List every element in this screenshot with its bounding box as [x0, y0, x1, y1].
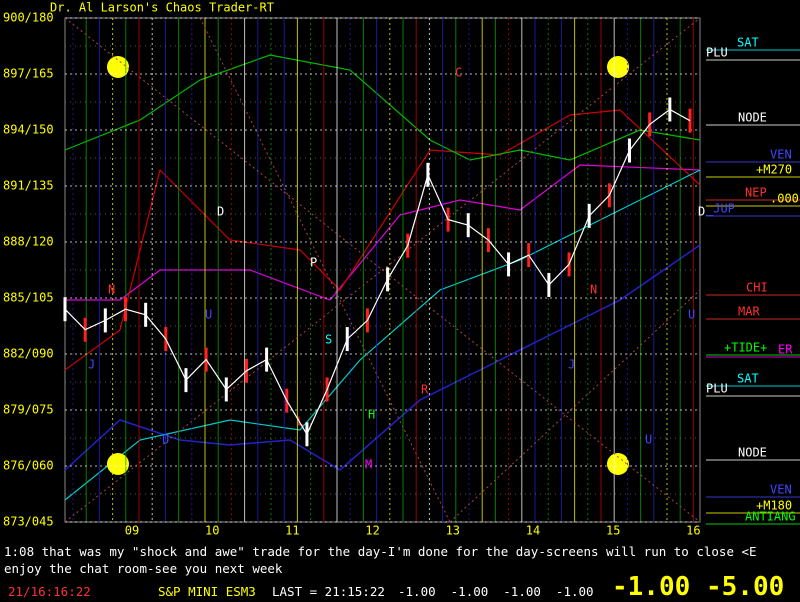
annotation: R: [421, 383, 429, 397]
title: Dr. Al Larson's Chaos Trader-RT: [50, 1, 274, 15]
blue-average: [64, 244, 701, 471]
annotation: U: [205, 308, 212, 322]
annotation: D: [217, 205, 224, 219]
y-axis-label: 888/120: [3, 235, 54, 249]
x-axis-label: 14: [526, 524, 540, 538]
y-axis-label: 894/150: [3, 123, 54, 137]
last-time: LAST = 21:15:22: [272, 584, 385, 599]
planet-label: MAR: [738, 305, 760, 319]
angle-line: [449, 289, 701, 523]
annotation: P: [310, 256, 317, 270]
x-axis-label: 12: [365, 524, 379, 538]
y-axis-label: 885/105: [3, 291, 54, 305]
x-axis-label: 09: [125, 524, 139, 538]
sun-marker: [607, 56, 629, 78]
symbol: S&P MINI ESM3: [158, 584, 256, 599]
chart: Dr. Al Larson's Chaos Trader-RT 900/180 8…: [3, 1, 800, 538]
planet-label: NEP: [745, 186, 767, 200]
big-change: -1.00: [612, 572, 691, 602]
annotation: N: [108, 283, 115, 297]
planet-label: CHI: [746, 281, 768, 295]
x-axis-label: 15: [606, 524, 620, 538]
red-average: [64, 109, 701, 371]
x-axis-label: 13: [446, 524, 460, 538]
y-axis-label: 873/045: [3, 515, 54, 529]
angle-line: [64, 17, 701, 523]
planet-label: NODE: [738, 111, 767, 125]
x-axis-label: 11: [285, 524, 299, 538]
y-axis-label: 876/060: [3, 459, 54, 473]
planet-label: SAT: [737, 372, 759, 386]
magenta-average: [65, 164, 701, 301]
planet-label: ER: [778, 343, 793, 357]
y-axis-label: 879/075: [3, 403, 54, 417]
sun-marker: [607, 453, 629, 475]
planet-label: _JUP: [706, 202, 735, 216]
planet-label: ANTIANG: [745, 510, 796, 524]
planet-label: +M270: [756, 163, 792, 177]
planet-label: +M180: [756, 499, 792, 513]
clock: 21/16:16:22: [8, 584, 91, 599]
annotation: C: [455, 66, 462, 80]
change: -1.00: [398, 584, 436, 599]
chat-line: enjoy the chat room-see you next week: [4, 561, 283, 576]
annotation: J: [88, 358, 95, 372]
planet-label: SAT: [737, 36, 759, 50]
annotation: U: [162, 433, 169, 447]
planet-label: .000: [770, 192, 799, 206]
chat-line: 1:08 that was my "shock and awe" trade f…: [4, 544, 757, 559]
green-average: [64, 54, 701, 161]
x-axis-label: 16: [686, 524, 700, 538]
planet-label: +TIDE+: [724, 341, 767, 355]
annotation: H: [368, 408, 375, 422]
sun-marker: [107, 56, 129, 78]
change: -1.00: [503, 584, 541, 599]
y-axis-label: 897/165: [3, 67, 54, 81]
cyan-average: [64, 169, 701, 501]
y-axis-label: 891/135: [3, 179, 54, 193]
annotation: U: [688, 308, 695, 322]
annotation: D: [698, 205, 705, 219]
annotation: S: [325, 333, 332, 347]
planet-label: PLU: [706, 382, 728, 396]
changes: -1.00 -1.00 -1.00 -1.00: [398, 584, 594, 599]
x-axis-label: 10: [205, 524, 219, 538]
change: -1.00: [450, 584, 489, 599]
big-change: -5.00: [706, 572, 785, 602]
annotation: M: [365, 458, 372, 472]
planet-label: NODE: [738, 446, 767, 460]
y-axis-label: 882/090: [3, 347, 54, 361]
annotation: U: [645, 433, 652, 447]
planet-label: PLU: [706, 46, 728, 60]
annotation: L: [297, 415, 304, 429]
change: -1.00: [555, 584, 594, 599]
annotation: J: [568, 358, 575, 372]
planet-label: VEN: [770, 483, 792, 497]
annotation: N: [590, 283, 597, 297]
price-line: [64, 108, 691, 436]
planet-label: VEN: [770, 148, 792, 162]
angle-line: [199, 17, 451, 523]
y-axis-label: 900/180: [3, 11, 54, 25]
